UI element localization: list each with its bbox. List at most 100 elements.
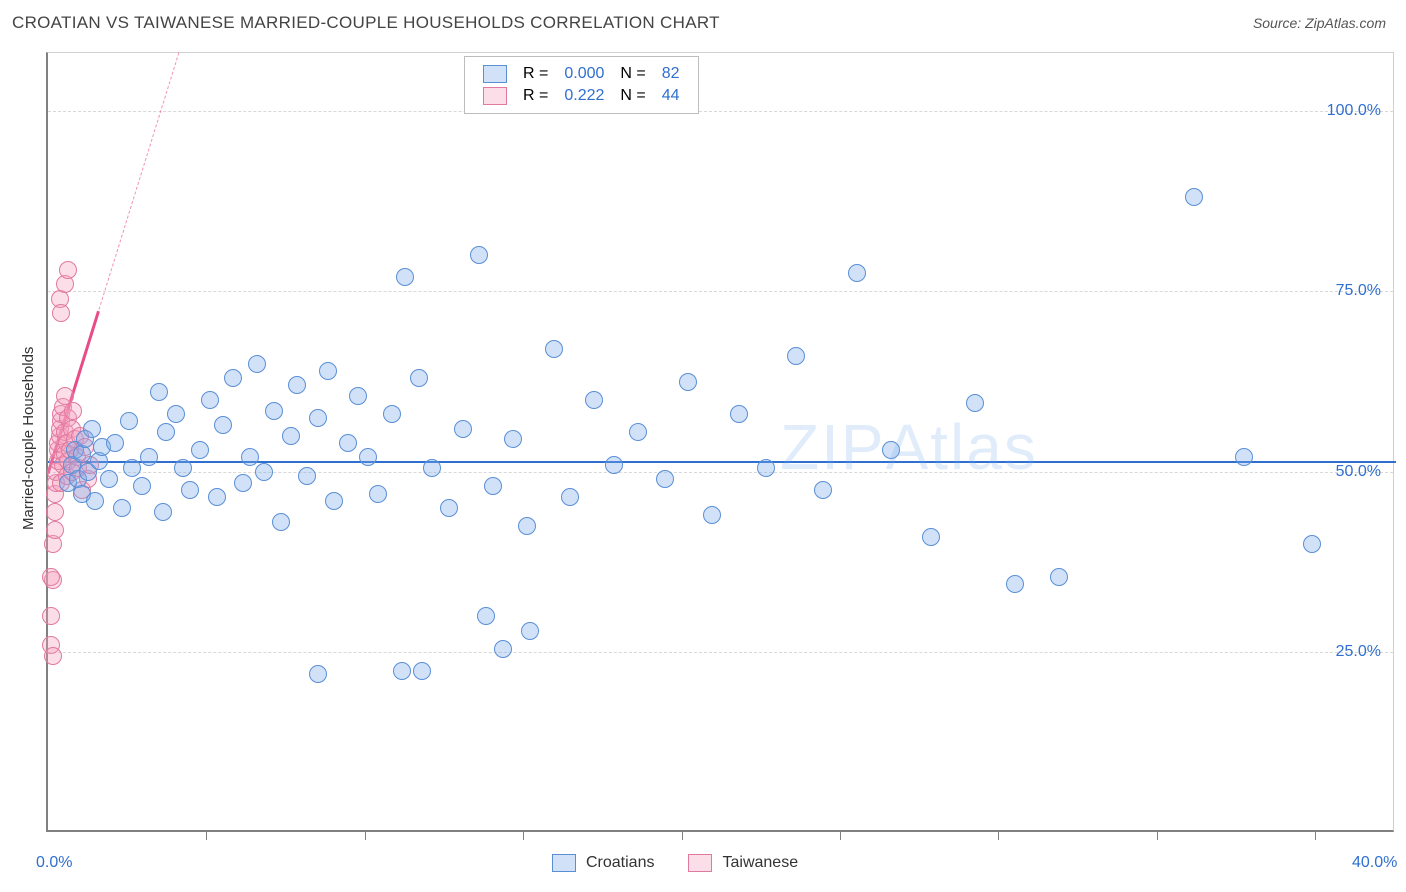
data-point (174, 459, 192, 477)
data-point (484, 477, 502, 495)
data-point (1303, 535, 1321, 553)
data-point (248, 355, 266, 373)
data-point (454, 420, 472, 438)
data-point (42, 568, 60, 586)
data-point (224, 369, 242, 387)
data-point (359, 448, 377, 466)
data-point (605, 456, 623, 474)
data-point (288, 376, 306, 394)
trend-line-dashed (98, 53, 179, 310)
data-point (42, 607, 60, 625)
x-tick (1157, 830, 1158, 840)
data-point (255, 463, 273, 481)
swatch-icon (483, 65, 507, 83)
data-point (814, 481, 832, 499)
data-point (64, 402, 82, 420)
data-point (106, 434, 124, 452)
n-value: 82 (654, 63, 688, 85)
x-tick (523, 830, 524, 840)
series-legend: Croatians Taiwanese (552, 854, 798, 872)
data-point (470, 246, 488, 264)
data-point (1006, 575, 1024, 593)
data-point (150, 383, 168, 401)
gridline (48, 291, 1393, 292)
gridline (48, 652, 1393, 653)
source-attribution: Source: ZipAtlas.com (1253, 15, 1386, 31)
y-tick-label: 25.0% (1336, 643, 1381, 661)
data-point (133, 477, 151, 495)
legend-label: N = (612, 85, 653, 107)
x-tick (365, 830, 366, 840)
r-value: 0.222 (556, 85, 612, 107)
data-point (1050, 568, 1068, 586)
correlation-legend: R = 0.000 N = 82 R = 0.222 N = 44 (464, 56, 699, 114)
data-point (59, 261, 77, 279)
x-axis-min-label: 0.0% (36, 854, 72, 872)
data-point (309, 665, 327, 683)
data-point (208, 488, 226, 506)
data-point (113, 499, 131, 517)
data-point (214, 416, 232, 434)
data-point (545, 340, 563, 358)
n-value: 44 (654, 85, 688, 107)
data-point (679, 373, 697, 391)
data-point (922, 528, 940, 546)
data-point (561, 488, 579, 506)
x-tick (1315, 830, 1316, 840)
series-name: Taiwanese (722, 854, 798, 872)
y-tick-label: 75.0% (1336, 282, 1381, 300)
data-point (410, 369, 428, 387)
data-point (757, 459, 775, 477)
legend-row: R = 0.222 N = 44 (475, 85, 688, 107)
swatch-icon (483, 87, 507, 105)
data-point (140, 448, 158, 466)
data-point (339, 434, 357, 452)
data-point (521, 622, 539, 640)
data-point (383, 405, 401, 423)
data-point (504, 430, 522, 448)
legend-label: N = (612, 63, 653, 85)
data-point (413, 662, 431, 680)
data-point (123, 459, 141, 477)
data-point (86, 492, 104, 510)
data-point (100, 470, 118, 488)
data-point (629, 423, 647, 441)
swatch-icon (552, 854, 576, 872)
data-point (787, 347, 805, 365)
data-point (396, 268, 414, 286)
data-point (1185, 188, 1203, 206)
data-point (882, 441, 900, 459)
chart-title: CROATIAN VS TAIWANESE MARRIED-COUPLE HOU… (12, 13, 720, 33)
plot-area: 25.0%50.0%75.0%100.0% (46, 52, 1394, 832)
data-point (494, 640, 512, 658)
data-point (201, 391, 219, 409)
gridline (48, 472, 1393, 473)
data-point (848, 264, 866, 282)
legend-row: R = 0.000 N = 82 (475, 63, 688, 85)
data-point (309, 409, 327, 427)
x-tick (682, 830, 683, 840)
data-point (167, 405, 185, 423)
legend-label: R = (515, 85, 556, 107)
data-point (319, 362, 337, 380)
data-point (272, 513, 290, 531)
x-tick (998, 830, 999, 840)
data-point (585, 391, 603, 409)
data-point (157, 423, 175, 441)
data-point (241, 448, 259, 466)
data-point (518, 517, 536, 535)
data-point (703, 506, 721, 524)
data-point (52, 304, 70, 322)
data-point (349, 387, 367, 405)
data-point (46, 503, 64, 521)
data-point (369, 485, 387, 503)
data-point (234, 474, 252, 492)
data-point (282, 427, 300, 445)
y-tick-label: 100.0% (1327, 102, 1381, 120)
data-point (83, 420, 101, 438)
data-point (44, 647, 62, 665)
data-point (1235, 448, 1253, 466)
r-value: 0.000 (556, 63, 612, 85)
swatch-icon (688, 854, 712, 872)
data-point (730, 405, 748, 423)
